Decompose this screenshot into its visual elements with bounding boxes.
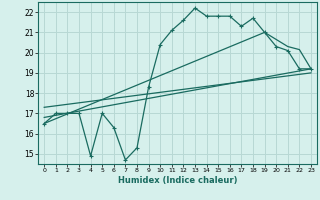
X-axis label: Humidex (Indice chaleur): Humidex (Indice chaleur) [118,176,237,185]
